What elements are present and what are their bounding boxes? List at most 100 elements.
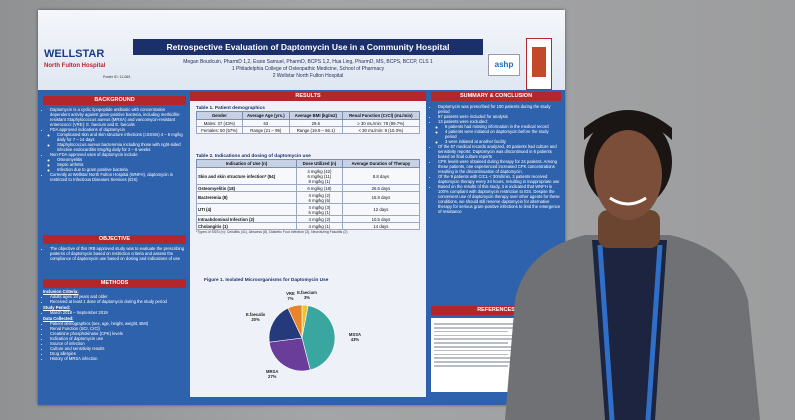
table-block: Table 2. Indications and dosing of dapto… bbox=[195, 154, 421, 234]
bullet: 87 patients were included for analysis bbox=[438, 114, 561, 119]
bullet: 3 were initiated at another facility bbox=[445, 139, 561, 144]
cell-line: 4 mg/kg (2) bbox=[308, 192, 331, 198]
cell: Skin and skin structure infection* (54) bbox=[195, 167, 298, 185]
section-heading: OBJECTIVE bbox=[43, 235, 186, 244]
authors: Megan Boudcuin, PharmD 1,2, Essie Samuel… bbox=[183, 59, 433, 65]
group-label: Inclusion Criteria: bbox=[43, 289, 79, 294]
cell: < 30 mL/min: 9 (10.3%) bbox=[341, 126, 421, 134]
slice-label: E.faecalis 20% bbox=[241, 312, 271, 322]
bullet: Infection due to gram positive bacteria bbox=[57, 167, 186, 172]
bullet: FDA approved indications of daptomycinCo… bbox=[50, 127, 186, 152]
reference-line bbox=[434, 330, 509, 333]
group-label: Study Period: bbox=[43, 305, 71, 310]
bullet: Based on the results of this study, it i… bbox=[438, 184, 561, 214]
bullet: Drug allergies bbox=[50, 351, 186, 356]
group-label: Data Collected: bbox=[43, 316, 74, 321]
cell-line: 6 mg/kg (11) bbox=[307, 173, 332, 179]
neck bbox=[598, 210, 660, 248]
slice-percent: 20% bbox=[251, 317, 260, 323]
pie-chart bbox=[268, 304, 336, 372]
header-row: Indication of Use (n) Dose Utilized (n) Av… bbox=[195, 159, 421, 168]
logo: WELLSTAR bbox=[44, 48, 105, 60]
row: Cholangitis (1) 4 mg/kg (1) 14 days bbox=[195, 222, 421, 230]
bullet: Indication of daptomycin use bbox=[50, 336, 186, 341]
bullet-list: Adults ages 18 years and olderReceived a… bbox=[43, 294, 186, 304]
bullet: Daptomycin is a cyclic lipopeptide antib… bbox=[50, 107, 186, 127]
bullet-list: 6 patients had missing information in th… bbox=[438, 124, 561, 144]
bullet-list: March 2018 – September 2019 bbox=[43, 310, 186, 315]
reference-line bbox=[434, 353, 509, 356]
section-heading: REFERENCES bbox=[431, 306, 561, 315]
slice-percent: 3% bbox=[303, 295, 311, 301]
slice-label: MRSA 27% bbox=[257, 369, 287, 379]
pie-slice bbox=[268, 337, 311, 372]
bullet: Septic arthritis bbox=[57, 162, 186, 167]
bullet: Osteomyelitis bbox=[57, 157, 186, 162]
pie-slice bbox=[287, 304, 303, 339]
hairline bbox=[584, 110, 672, 140]
reference-line bbox=[434, 338, 552, 340]
pie-slice bbox=[268, 307, 303, 343]
row: Females: 50 (57%) Range (21 – 95) Range (1… bbox=[196, 126, 421, 134]
bullet: 6 patients had missing information in th… bbox=[445, 124, 561, 129]
reference-line bbox=[434, 361, 552, 363]
bullet: Received at least 1 dose of daptomycin d… bbox=[50, 299, 186, 304]
slice-name: E.faecium bbox=[297, 290, 317, 296]
cell: Range (21 – 95) bbox=[241, 126, 290, 134]
logo-sub: North Fulton Hospital bbox=[44, 63, 106, 69]
smile bbox=[609, 196, 647, 206]
bullet-list: The objective of this IRB approved study… bbox=[43, 246, 186, 261]
section-heading: METHODS bbox=[43, 279, 186, 288]
poster-title: Retrospective Evaluation of Daptomycin U… bbox=[133, 39, 483, 55]
reference-line bbox=[434, 365, 509, 367]
bullet: Currently at Wellstar North Fulton Hospi… bbox=[50, 172, 186, 182]
table: Gender Average Age (yrs.) Average BMI (kg/… bbox=[196, 111, 421, 134]
section-body: Daptomycin was prescribed for 100 patien… bbox=[431, 104, 561, 306]
section-body: The objective of this IRB approved study… bbox=[43, 246, 186, 279]
cell-line: 4 mg/kg (42) bbox=[307, 168, 332, 174]
bullet: The objective of this IRB approved study… bbox=[50, 246, 186, 261]
section-heading: RESULTS bbox=[190, 92, 426, 101]
affiliation: 2 Wellstar North Fulton Hospital bbox=[272, 73, 344, 79]
poster-id: Poster ID: 11-069 bbox=[103, 75, 131, 79]
slice-percent: 43% bbox=[350, 336, 360, 342]
reference-line bbox=[434, 357, 552, 359]
row: Males: 37 (43%) 63 29.6 ≥ 30 mL/min: 78 (89… bbox=[196, 119, 421, 127]
bullet: Creatinine phosphokinase (CPK) levels bbox=[50, 331, 186, 336]
slice-label: MSSA 43% bbox=[340, 332, 370, 342]
bullet-list: OsteomyelitisSeptic arthritisInfection d… bbox=[50, 157, 186, 172]
bullet: 4 patients were initiated on daptomycin … bbox=[445, 129, 561, 139]
slice-name: VRE bbox=[286, 291, 295, 297]
table: Indication of Use (n) Dose Utilized (n) Av… bbox=[195, 159, 421, 230]
footnote: *Types of SSSI (n): Cellulitis (41), Abs… bbox=[196, 230, 348, 234]
logo-shield bbox=[532, 47, 546, 77]
section-heading: SUMMARY & CONCLUSION bbox=[431, 92, 561, 101]
cell: 14 days bbox=[341, 222, 421, 230]
results-panel: RESULTS Table 1. Patient demographics Gend… bbox=[190, 92, 426, 397]
face bbox=[594, 130, 662, 220]
table-caption: Table 1. Patient demographics bbox=[196, 106, 265, 111]
bullet: Renal Function (SCr, CrCl) bbox=[50, 326, 186, 331]
bullet: Non-FDA approved uses of daptomycin incl… bbox=[50, 152, 186, 172]
section-body: Daptomycin is a cyclic lipopeptide antib… bbox=[43, 107, 186, 235]
cell-line: 4 mg/kg (1) bbox=[308, 223, 331, 229]
lanyard bbox=[597, 244, 663, 420]
slice-percent: 7% bbox=[287, 296, 294, 302]
cell-line: 8 mg/kg (1) bbox=[308, 178, 331, 184]
right-column: SUMMARY & CONCLUSION Daptomycin was presc… bbox=[431, 92, 561, 392]
slice-label: VRE 7% bbox=[275, 291, 305, 301]
row: Bacteremia (8) 4 mg/kg (2) 6 mg/kg (6) 15.8… bbox=[195, 191, 421, 204]
reference-line bbox=[434, 334, 552, 337]
cell: UTI (4) bbox=[195, 203, 298, 216]
reference-line bbox=[434, 349, 552, 352]
cell: Cholangitis (1) bbox=[195, 222, 298, 230]
ashp-logo: ashp bbox=[488, 54, 520, 76]
section-heading: BACKGROUND bbox=[43, 96, 186, 105]
bullet: CPK levels were obtained during therapy … bbox=[438, 159, 561, 174]
row: Skin and skin structure infection* (54) 4… bbox=[195, 167, 421, 185]
cell-line: 6 mg/kg (6) bbox=[308, 197, 331, 203]
slice-name: MRSA bbox=[266, 368, 279, 374]
reference-line bbox=[434, 342, 509, 344]
